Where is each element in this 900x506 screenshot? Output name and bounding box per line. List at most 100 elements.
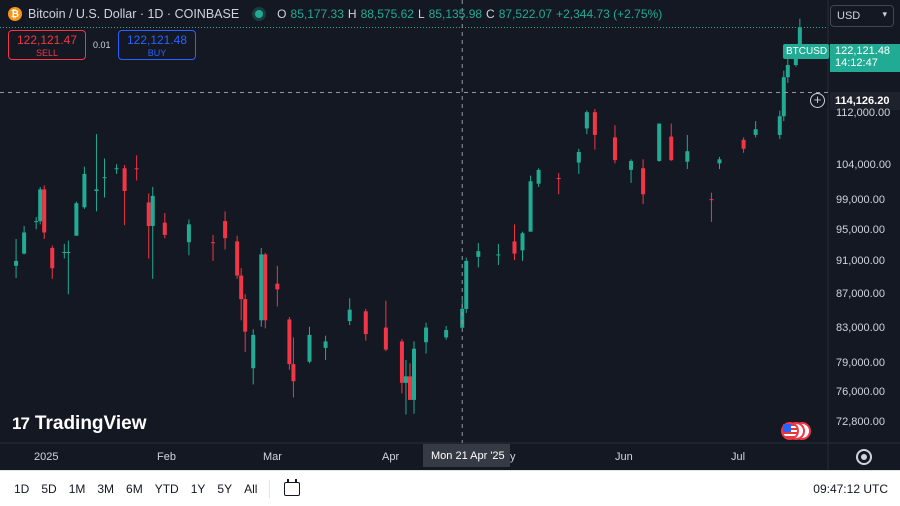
candle-body (287, 319, 292, 365)
candle-body (307, 334, 312, 362)
utc-clock[interactable]: 09:47:12 UTC (813, 482, 888, 496)
y-axis-label: 83,000.00 (836, 322, 885, 334)
chart-canvas[interactable] (0, 0, 900, 470)
candle-body (363, 311, 368, 335)
candle-body (186, 224, 191, 243)
range-1d-button[interactable]: 1D (14, 481, 30, 496)
candle-body (150, 195, 155, 226)
candle-body (576, 152, 581, 163)
candle-body (162, 222, 167, 235)
candle-body (347, 309, 352, 322)
candle-body (239, 275, 244, 300)
candle-body (66, 251, 71, 253)
candle-body (512, 241, 517, 254)
range-1m-button[interactable]: 1M (68, 481, 86, 496)
y-axis-label: 72,800.00 (836, 416, 885, 428)
range-6m-button[interactable]: 6M (126, 481, 143, 496)
candle-body (323, 341, 328, 348)
ohlc-high-key: H (347, 7, 357, 21)
y-axis-label: 104,000.00 (836, 159, 892, 171)
candle-body (592, 112, 597, 135)
candle-body (399, 341, 404, 383)
tradingview-mark-icon: 17 (12, 414, 30, 433)
candle-body (223, 221, 228, 239)
candle-body (251, 334, 256, 369)
candle-body (275, 283, 280, 290)
ohlc-high: 88,575.62 (360, 7, 414, 21)
symbol-price-tag: BTCUSD (783, 44, 829, 59)
add-plus-icon[interactable]: + (810, 93, 825, 108)
currency-select[interactable]: USD ▾ (830, 5, 894, 27)
range-ytd-button[interactable]: YTD (154, 481, 179, 496)
ohlc-open-key: O (277, 7, 287, 21)
candle-body (641, 168, 646, 195)
sell-button[interactable]: 122,121.47 SELL (8, 30, 86, 60)
candle-body (777, 116, 782, 135)
candle-body (584, 112, 589, 129)
ohlc-open: 85,177.33 (290, 7, 344, 21)
us-flag-icon (781, 422, 799, 440)
candle-body (122, 168, 127, 192)
symbol-title[interactable]: Bitcoin / U.S. Dollar · 1D · COINBASE (28, 7, 240, 21)
candle-body (50, 247, 55, 269)
ohlc-low-key: L (417, 7, 425, 21)
y-axis-label: 91,000.00 (836, 255, 885, 267)
candle-body (14, 260, 19, 266)
candle-body (460, 308, 465, 328)
economic-events-icon[interactable] (775, 422, 815, 442)
symbol-legend: ₿ Bitcoin / U.S. Dollar · 1D · COINBASE … (8, 7, 662, 21)
candle-body (235, 241, 240, 276)
candle-body (612, 137, 617, 161)
range-all-button[interactable]: All (244, 481, 258, 496)
tradingview-logo[interactable]: 17 TradingView (12, 413, 147, 435)
toolbar-divider (269, 479, 271, 498)
x-axis-label: Mar (263, 451, 282, 463)
buy-label: BUY (147, 48, 167, 58)
spread-value: 0.01 (93, 40, 111, 50)
candle-body (669, 136, 674, 161)
candle-body (476, 251, 481, 257)
candle-body (496, 254, 501, 256)
bottom-toolbar: 1D 5D 1M 3M 6M YTD 1Y 5Y All 09:47:12 UT… (0, 470, 900, 506)
tradingview-wordmark: TradingView (34, 413, 147, 434)
y-axis-label: 95,000.00 (836, 224, 885, 236)
sell-label: SELL (35, 48, 59, 58)
x-axis-label: Jun (615, 451, 633, 463)
y-axis-label: 99,000.00 (836, 194, 885, 206)
candle-body (259, 254, 264, 321)
x-axis-label: 2025 (34, 451, 59, 463)
ohlc-close-key: C (486, 7, 495, 21)
x-axis-label: Jul (731, 451, 746, 463)
price-chart[interactable]: ₿ Bitcoin / U.S. Dollar · 1D · COINBASE … (0, 0, 900, 470)
candle-body (211, 242, 216, 244)
candle-body (536, 169, 541, 184)
x-axis-label: Feb (157, 451, 176, 463)
candle-body (42, 189, 47, 233)
calendar-range-icon[interactable] (284, 478, 301, 496)
candle-body (407, 376, 412, 400)
ohlc-values: O 85,177.33 H 88,575.62 L 85,135.98 C 87,522… (277, 7, 662, 21)
chevron-down-icon: ▾ (882, 9, 887, 19)
candle-body (114, 168, 119, 170)
range-5d-button[interactable]: 5D (41, 481, 57, 496)
candle-body (94, 189, 99, 192)
range-5y-button[interactable]: 5Y (217, 481, 233, 496)
candle-body (657, 123, 662, 161)
y-axis-label: 79,000.00 (836, 357, 885, 369)
last-price-tag: 122,121.48 14:12:47 (830, 44, 900, 72)
bitcoin-logo-icon: ₿ (8, 7, 22, 21)
candle-body (82, 173, 87, 208)
gear-icon[interactable] (856, 449, 872, 465)
candle-body (102, 177, 107, 179)
candle-body (38, 189, 43, 222)
candle-body (753, 129, 758, 135)
candle-body (741, 139, 746, 149)
candle-body (424, 327, 429, 343)
range-1y-button[interactable]: 1Y (190, 481, 206, 496)
y-axis-label: 76,000.00 (836, 386, 885, 398)
candle-body (717, 159, 722, 164)
range-3m-button[interactable]: 3M (97, 481, 115, 496)
buy-button[interactable]: 122,121.48 BUY (118, 30, 196, 60)
candle-body (520, 233, 525, 251)
sell-price: 122,121.47 (16, 33, 78, 47)
